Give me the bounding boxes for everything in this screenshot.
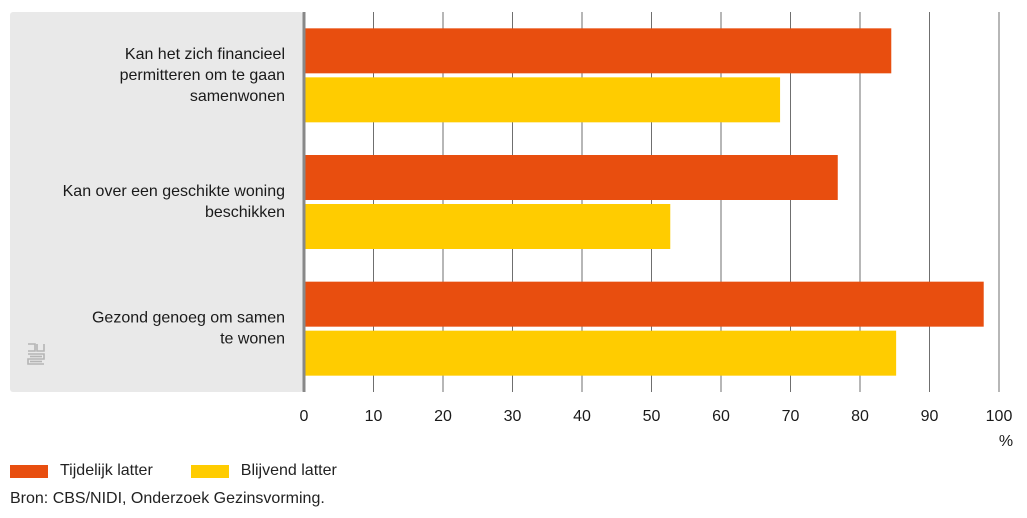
- legend-item-blijvend: Blijvend latter: [190, 462, 337, 480]
- source-note: Bron: CBS/NIDI, Onderzoek Gezinsvorming.: [10, 490, 325, 507]
- x-tick-label: 70: [782, 408, 800, 425]
- x-tick-label: 30: [504, 408, 522, 425]
- x-tick-label: 90: [921, 408, 939, 425]
- category-label: permitteren om te gaan: [120, 67, 285, 84]
- x-tick-label: 50: [643, 408, 661, 425]
- category-labels: Kan het zich financieel permitteren om te…: [63, 46, 285, 348]
- category-label: Kan het zich financieel: [125, 46, 285, 63]
- legend-swatch-tijdelijk: [10, 464, 48, 478]
- category-label: beschikken: [205, 204, 285, 221]
- category-label: Gezond genoeg om samen: [92, 310, 285, 327]
- bar-blijvend-0: [304, 77, 781, 123]
- x-tick-label: 100: [986, 408, 1013, 425]
- cbs-logo-icon: [27, 343, 45, 365]
- x-tick-label: 40: [573, 408, 591, 425]
- bar-blijvend-1: [304, 204, 671, 249]
- bars: [304, 28, 984, 376]
- bar-tijdelijk-0: [304, 28, 892, 74]
- x-tick-label: 60: [712, 408, 730, 425]
- category-label: Kan over een geschikte woning: [63, 183, 285, 200]
- x-tick-label: 80: [851, 408, 869, 425]
- category-panel: [10, 12, 303, 392]
- legend-swatch-blijvend: [190, 464, 229, 478]
- bar-blijvend-2: [304, 330, 897, 376]
- bar-tijdelijk-1: [304, 155, 838, 200]
- x-tick-labels: 0 10 20 30 40 50 60 70 80 90 100: [300, 408, 1013, 425]
- category-label: samenwonen: [190, 88, 285, 105]
- x-unit-label: %: [999, 433, 1013, 450]
- legend-label-blijvend: Blijvend latter: [240, 462, 337, 479]
- bar-tijdelijk-2: [304, 281, 984, 327]
- gridlines: [373, 12, 1000, 392]
- legend-item-tijdelijk: Tijdelijk latter: [10, 462, 153, 480]
- x-tick-label: 10: [365, 408, 383, 425]
- legend-label-tijdelijk: Tijdelijk latter: [60, 462, 153, 479]
- category-label: te wonen: [220, 331, 285, 348]
- x-tick-label: 20: [434, 408, 452, 425]
- legend: Tijdelijk latter Blijvend latter: [10, 462, 375, 480]
- x-tick-label: 0: [300, 408, 309, 425]
